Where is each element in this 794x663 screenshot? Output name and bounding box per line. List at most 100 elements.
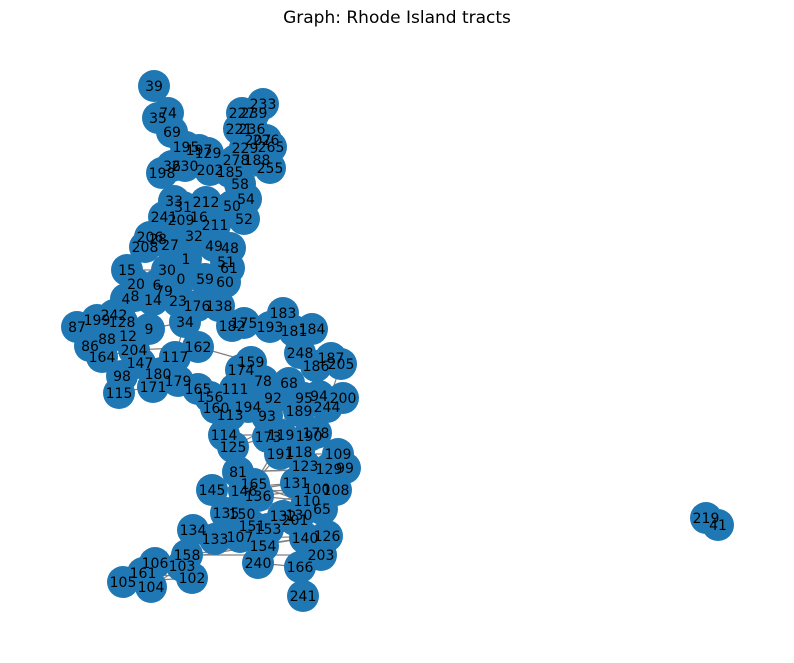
graph-node: [254, 311, 286, 343]
node-label: 226: [253, 133, 280, 149]
node-label: 115: [106, 386, 133, 402]
graph-node: [103, 377, 135, 409]
node-label: 50: [223, 199, 241, 215]
node-label: 104: [138, 580, 165, 596]
node-label: 36: [163, 159, 181, 175]
graph-node: [242, 547, 274, 579]
node-label: 114: [211, 428, 238, 444]
graph-node: [325, 348, 357, 380]
node-label: 208: [132, 240, 159, 256]
node-label: 49: [205, 239, 223, 255]
node-label: 79: [155, 284, 173, 300]
node-label: 20: [127, 277, 145, 293]
node-label: 81: [229, 465, 247, 481]
graph-node: [196, 474, 228, 506]
node-label: 88: [98, 332, 116, 348]
node-label: 134: [180, 523, 207, 539]
node-label: 110: [294, 494, 321, 510]
node-label: 6: [153, 278, 162, 294]
node-label: 74: [159, 106, 177, 122]
node-label: 182: [219, 319, 246, 335]
node-label: 107: [227, 530, 254, 546]
node-label: 68: [280, 376, 298, 392]
graph-node: [300, 350, 332, 382]
node-label: 111: [222, 382, 249, 398]
node-label: 52: [235, 212, 253, 228]
node-label: 165: [185, 382, 212, 398]
node-label: 187: [318, 351, 345, 367]
node-label: 191: [267, 447, 294, 463]
node-label: 195: [173, 140, 200, 156]
node-label: 138: [206, 299, 233, 315]
node-label: 129: [316, 462, 343, 478]
graph-node: [199, 523, 231, 555]
node-label: 130: [286, 508, 313, 524]
graph-node: [702, 509, 734, 541]
node-label: 109: [325, 447, 352, 463]
node-label: 147: [127, 356, 154, 372]
node-label: 233: [250, 97, 277, 113]
graph-node: [137, 371, 169, 403]
node-label: 34: [176, 315, 194, 331]
node-label: 98: [113, 369, 131, 385]
graph-node: [209, 266, 241, 298]
node-label: 14: [144, 293, 162, 309]
node-label: 204: [121, 343, 148, 359]
node-label: 205: [328, 357, 355, 373]
node-label: 190: [296, 429, 323, 445]
node-label: 0: [177, 272, 186, 288]
graph-node: [228, 307, 260, 339]
node-label: 173: [255, 430, 282, 446]
node-label: 185: [217, 165, 244, 181]
node-label: 156: [197, 390, 224, 406]
node-label: 180: [145, 367, 172, 383]
node-label: 199: [84, 313, 111, 329]
node-label: 135: [213, 506, 240, 522]
node-label: 160: [203, 401, 230, 417]
graph-node: [146, 157, 178, 189]
node-label: 189: [286, 404, 313, 420]
node-label: 174: [228, 363, 255, 379]
node-label: 4: [122, 292, 131, 308]
node-label: 206: [137, 230, 164, 246]
node-label: 150: [229, 507, 256, 523]
node-label: 193: [257, 320, 284, 336]
node-label: 165: [241, 477, 268, 493]
graph-title: Graph: Rhode Island tracts: [283, 8, 511, 28]
node-label: 186: [303, 359, 330, 375]
node-label: 239: [241, 106, 268, 122]
node-label: 65: [313, 502, 331, 518]
node-label: 176: [184, 299, 211, 315]
node-label: 133: [202, 532, 229, 548]
node-label: 61: [220, 261, 238, 277]
graph-node: [107, 566, 139, 598]
node-label: 131: [283, 476, 310, 492]
node-label: 153: [255, 522, 282, 538]
node-label: 136: [245, 489, 272, 505]
node-label: 241: [151, 210, 178, 226]
node-label: 35: [149, 111, 167, 127]
node-label: 184: [299, 322, 326, 338]
node-label: 211: [202, 218, 229, 234]
node-label: 113: [217, 408, 244, 424]
node-label: 117: [162, 350, 189, 366]
node-label: 94: [310, 389, 328, 405]
node-label: 78: [254, 374, 272, 390]
node-label: 118: [286, 445, 313, 461]
node-label: 194: [235, 400, 262, 416]
node-label: 146: [231, 484, 258, 500]
node-label: 219: [693, 511, 720, 527]
node-label: 93: [258, 409, 276, 425]
node-label: 265: [258, 140, 285, 156]
node-label: 69: [163, 125, 181, 141]
graph-node: [311, 391, 343, 423]
node-label: 140: [292, 531, 319, 547]
node-label: 15: [118, 263, 136, 279]
graph-node: [228, 203, 260, 235]
node-layer: 3974356923322723922123622620726522918827…: [61, 70, 734, 612]
node-label: 58: [231, 177, 249, 193]
graph-node: [296, 313, 328, 345]
node-label: 240: [245, 556, 272, 572]
node-label: 9: [145, 322, 154, 338]
node-label: 209: [168, 213, 195, 229]
